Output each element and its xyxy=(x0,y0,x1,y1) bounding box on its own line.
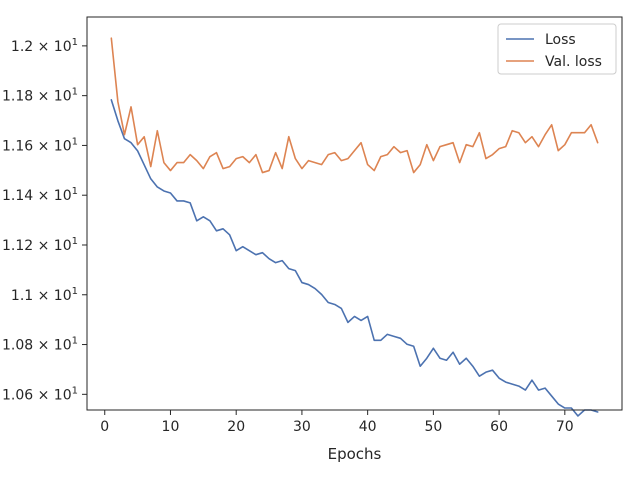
x-tick-label: 50 xyxy=(424,419,442,435)
x-axis-label: Epochs xyxy=(328,445,382,463)
axes-frame xyxy=(86,16,623,411)
legend-label-val-loss: Val. loss xyxy=(545,54,602,70)
series-line-val-loss xyxy=(110,37,599,174)
y-tick-label: 1.14 × 101 xyxy=(2,186,78,204)
y-tick-label: 1.18 × 101 xyxy=(2,87,78,105)
legend: Loss Val. loss xyxy=(497,23,617,75)
x-tick-label: 60 xyxy=(490,419,508,435)
plot-area xyxy=(110,37,599,417)
y-tick-label: 1.06 × 101 xyxy=(2,385,78,403)
y-tick-label: 1.12 × 101 xyxy=(2,236,78,254)
y-tick-label: 1.16 × 101 xyxy=(2,136,78,154)
x-tick-label: 10 xyxy=(162,419,180,435)
legend-label-loss: Loss xyxy=(545,32,576,48)
series-line-loss xyxy=(110,99,599,417)
y-tick-label: 1.2 × 101 xyxy=(11,37,78,55)
x-axis-ticks: 0 10 20 30 40 50 60 70 xyxy=(100,410,574,435)
x-tick-label: 0 xyxy=(100,419,109,435)
y-tick-label: 1.08 × 101 xyxy=(2,336,78,354)
y-tick-label: 1.1 × 101 xyxy=(11,286,78,304)
x-tick-label: 70 xyxy=(556,419,574,435)
x-tick-label: 40 xyxy=(359,419,377,435)
x-tick-label: 30 xyxy=(293,419,311,435)
x-tick-label: 20 xyxy=(227,419,245,435)
y-axis-ticks: 1.06 × 101 1.08 × 101 1.1 × 101 1.12 × 101 1… xyxy=(2,37,87,403)
